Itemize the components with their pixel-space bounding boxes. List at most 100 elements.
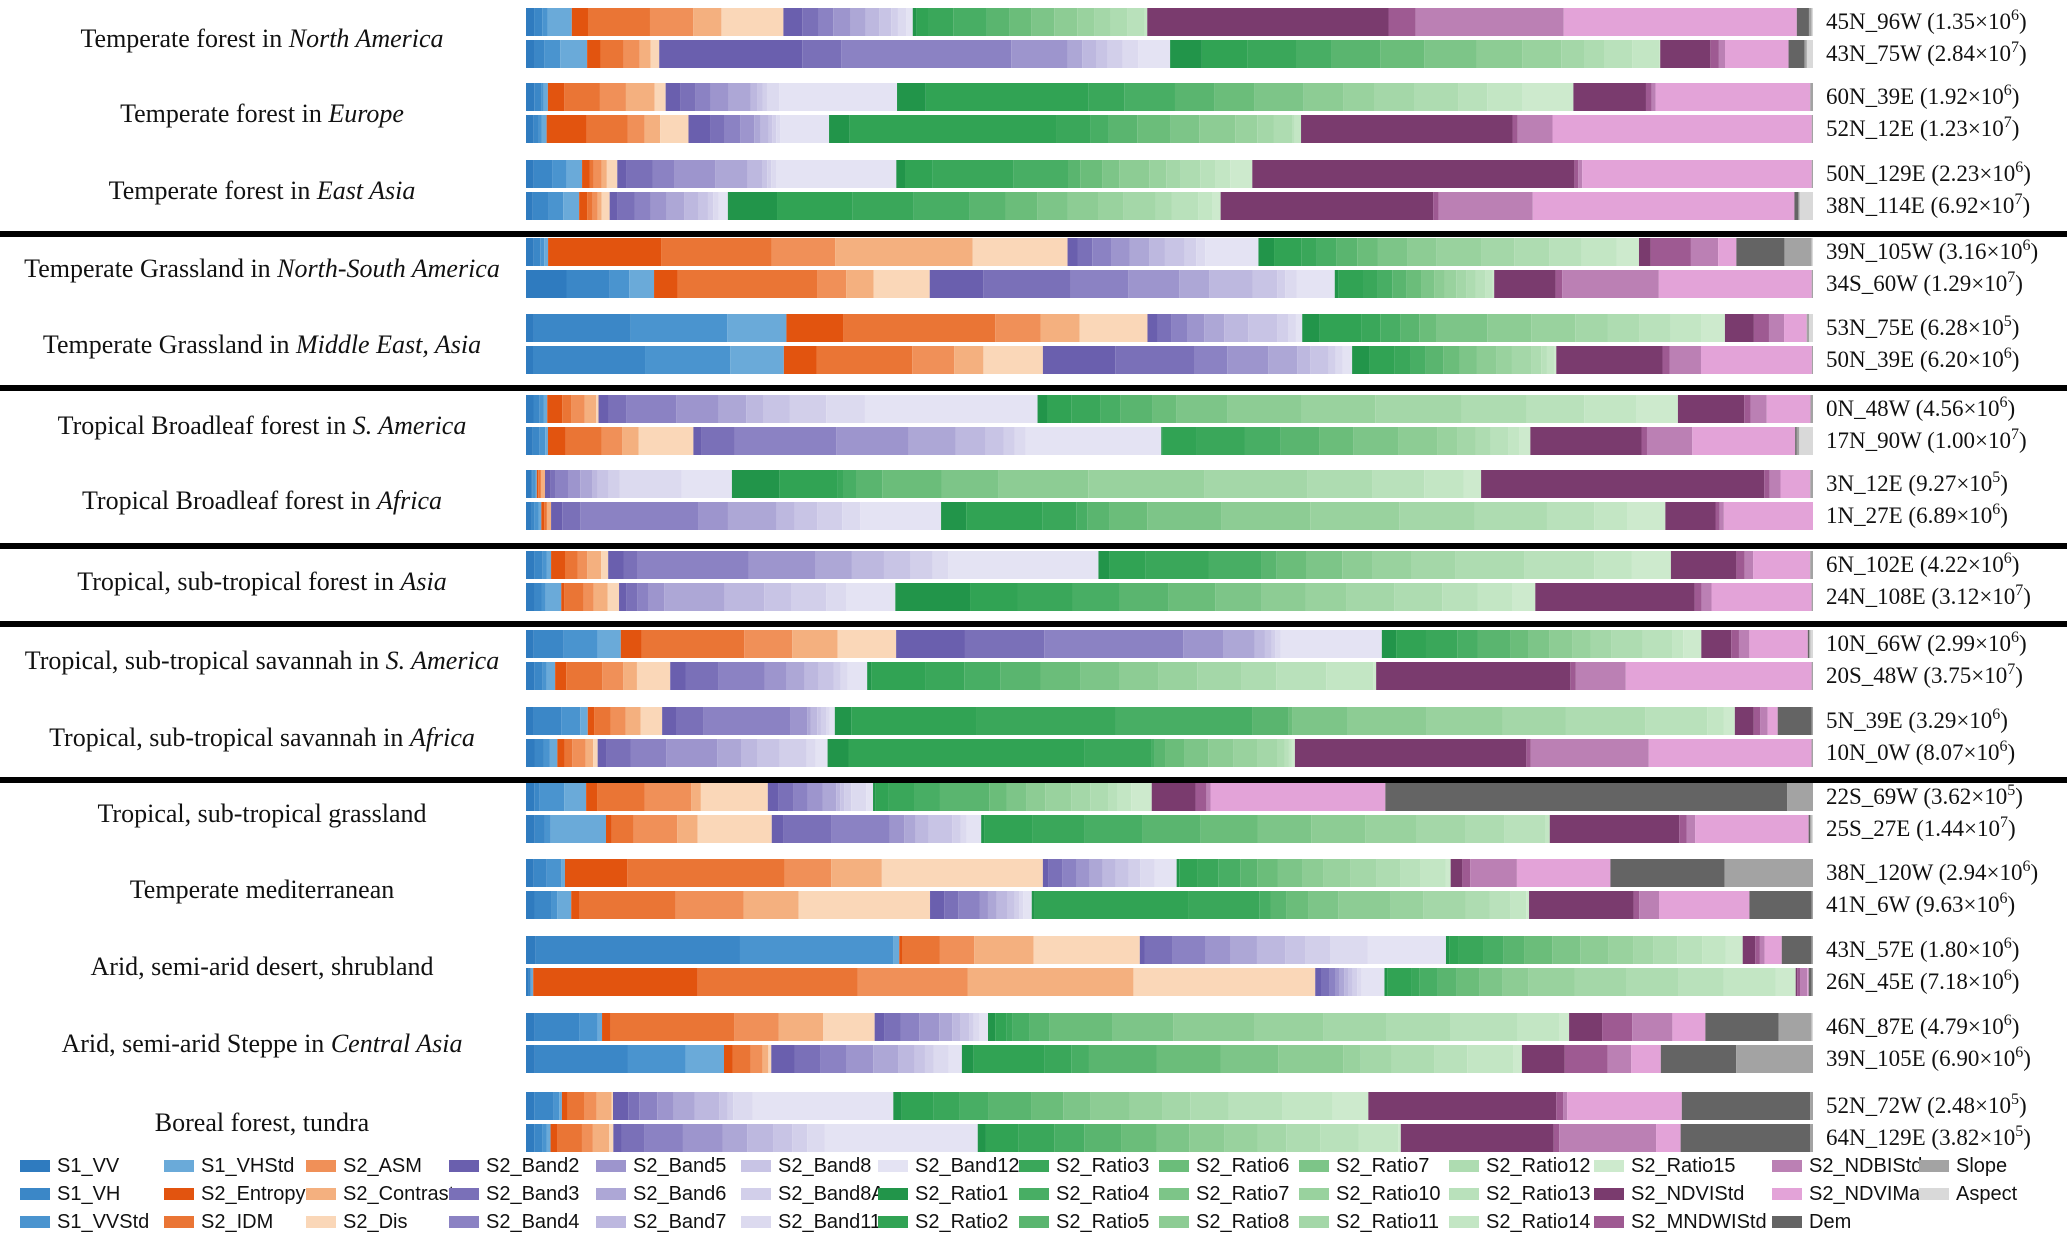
bar-segment (1170, 115, 1200, 143)
legend-item: S2_Band12 (878, 1155, 1020, 1177)
bar-segment (820, 707, 826, 735)
bar-segment (526, 815, 535, 843)
legend-swatch (1594, 1188, 1624, 1200)
bar-segment (601, 192, 610, 220)
bar-segment (873, 270, 930, 298)
bar-segment (1296, 270, 1335, 298)
bar-segment (1407, 238, 1437, 266)
bar-segment (710, 115, 725, 143)
legend-item: S2_Ratio12 (1449, 1155, 1591, 1177)
bar-segment (526, 1045, 535, 1073)
bar-segment (1574, 968, 1627, 996)
bar-segment (864, 395, 1038, 423)
bar-segment (1477, 583, 1513, 611)
bar-segment (1672, 1013, 1706, 1041)
bar-segment (1380, 40, 1425, 68)
bar-segment (1082, 40, 1097, 68)
bar-segment (1098, 551, 1110, 579)
bar-segment (1436, 238, 1482, 266)
bar-segment (526, 783, 535, 811)
bar-segment (817, 502, 843, 530)
bar-segment (897, 8, 907, 36)
bar-segment (884, 1013, 901, 1041)
bar-segment (849, 115, 1057, 143)
bar-segment (1711, 583, 1812, 611)
bar-segment (550, 470, 556, 498)
bar-segment (1513, 1045, 1522, 1073)
legend-item: S2_Dis (306, 1211, 407, 1233)
bar-segment (970, 583, 1018, 611)
bar-segment (613, 1092, 629, 1120)
bar-segment (908, 427, 956, 455)
bar-segment (526, 707, 534, 735)
bar-segment (1332, 1092, 1369, 1120)
region-label: Temperate forest in East Asia (109, 176, 416, 205)
bar-segment (636, 662, 671, 690)
bar-segment (1575, 662, 1626, 690)
bar-segment (1308, 891, 1339, 919)
bar-segment (1042, 346, 1116, 374)
bar-segment (1329, 968, 1336, 996)
bar-segment (1415, 815, 1466, 843)
bar-segment (1559, 1013, 1570, 1041)
legend-item: S2_Ratio13 (1449, 1183, 1591, 1205)
bar-segment (826, 395, 865, 423)
bar-segment (1294, 739, 1527, 767)
legend-swatch (1772, 1188, 1802, 1200)
bar-segment (526, 968, 529, 996)
site-label: 26N_45E (7.18×106) (1826, 967, 2019, 994)
bar-segment (778, 783, 794, 811)
bar-segment (546, 551, 552, 579)
bar-segment (557, 891, 572, 919)
bar-segment (973, 1045, 1045, 1073)
bar-segment (1461, 395, 1527, 423)
bar-segment (1176, 859, 1180, 887)
bar-segment (882, 470, 942, 498)
bar-segment (1288, 739, 1292, 767)
bar-segment (1616, 238, 1639, 266)
stacked-bar (526, 739, 1813, 767)
bar-segment (891, 8, 898, 36)
region-label: Tropical, sub-tropical savannah in Afric… (49, 723, 475, 752)
bar-segment (532, 470, 536, 498)
legend-swatch (1449, 1216, 1479, 1228)
bar-segment (1139, 936, 1145, 964)
bar-segment (1111, 238, 1130, 266)
bar-segment (626, 160, 653, 188)
bar-segment (597, 783, 645, 811)
bar-segment (1425, 346, 1444, 374)
bar-segment (637, 583, 649, 611)
bar-segment (564, 583, 584, 611)
bar-segment (562, 502, 581, 530)
legend-swatch (1594, 1160, 1624, 1172)
bar-segment (541, 83, 544, 111)
bar-segment (535, 470, 537, 498)
bar-segment (1374, 83, 1415, 111)
legend-label: S2_Band5 (633, 1155, 726, 1177)
legend-label: S2_Ratio14 (1486, 1211, 1591, 1233)
bar-segment (871, 662, 926, 690)
bar-segment (579, 1013, 598, 1041)
bar-segment (1485, 270, 1493, 298)
bar-segment (1810, 470, 1813, 498)
bar-segment (1406, 270, 1422, 298)
bar-segment (533, 859, 547, 887)
bar-segment (1398, 427, 1438, 455)
bar-segment (1285, 270, 1297, 298)
bar-segment (1377, 270, 1393, 298)
bar-segment (1385, 783, 1788, 811)
bar-segment (580, 470, 593, 498)
bar-segment (1156, 1124, 1190, 1152)
bar-segment (1149, 238, 1165, 266)
legend-swatch (20, 1188, 50, 1200)
bar-segment (924, 1045, 934, 1073)
bar-segment (717, 739, 741, 767)
bar-segment (1809, 314, 1813, 342)
bar-segment (1641, 427, 1647, 455)
bar-segment (640, 707, 663, 735)
bar-segment (1526, 891, 1530, 919)
bar-segment (1343, 83, 1375, 111)
bar-segment (563, 630, 598, 658)
bar-segment (1204, 470, 1308, 498)
bar-segment (1352, 346, 1370, 374)
